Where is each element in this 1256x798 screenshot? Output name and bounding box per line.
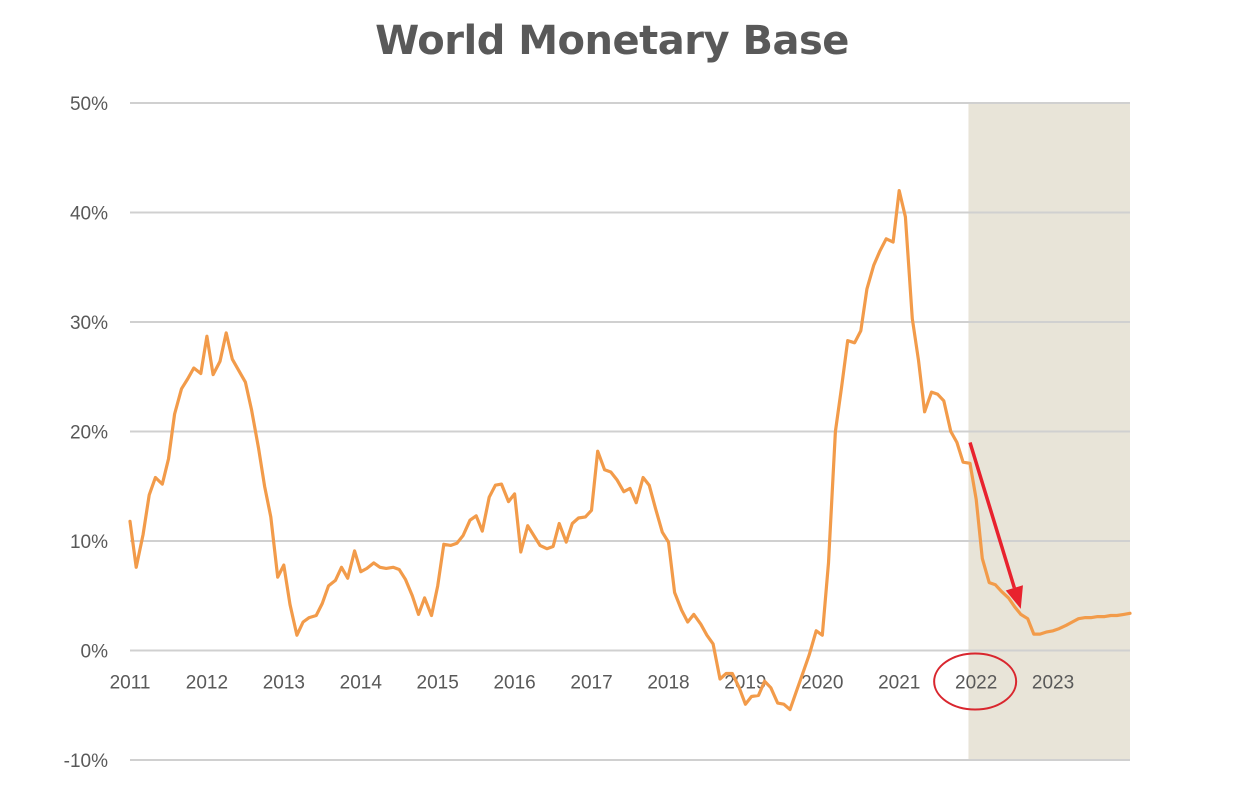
chart-title: World Monetary Base (375, 18, 849, 64)
x-tick-label: 2015 (417, 673, 459, 694)
annotation-arrow-shaft (968, 441, 1017, 589)
y-tick-label: 10% (70, 532, 108, 553)
y-tick-label: 0% (81, 642, 109, 663)
x-tick-label: 2014 (340, 673, 383, 694)
annotation-circle-2022 (933, 652, 1018, 711)
x-tick-label: 2022 (955, 673, 997, 694)
y-tick-label: 20% (70, 423, 108, 444)
y-axis-tick-labels: -10% 0% 10% 20% 30% 40% 50% (64, 94, 108, 772)
annotation-arrow-head (1005, 585, 1023, 609)
x-tick-label: 2023 (1032, 673, 1074, 694)
x-tick-label: 2013 (263, 673, 305, 694)
x-tick-label: 2012 (186, 673, 228, 694)
y-tick-label: -10% (64, 751, 108, 772)
x-axis-tick-labels: 2011 2012 2013 2014 2015 2016 2017 2018 2019 2020… (110, 673, 1075, 694)
y-tick-label: 30% (70, 313, 108, 334)
x-tick-label: 2011 (110, 673, 151, 694)
y-tick-label: 40% (70, 204, 108, 225)
x-tick-label: 2016 (493, 673, 535, 694)
x-tick-label: 2021 (878, 673, 920, 694)
y-tick-label: 50% (70, 94, 108, 115)
series-line-world-monetary-base (128, 189, 1132, 712)
gridlines (130, 102, 1130, 761)
x-tick-label: 2018 (647, 673, 689, 694)
x-tick-label: 2020 (801, 673, 843, 694)
x-tick-label: 2017 (570, 673, 612, 694)
annotations (933, 441, 1023, 711)
